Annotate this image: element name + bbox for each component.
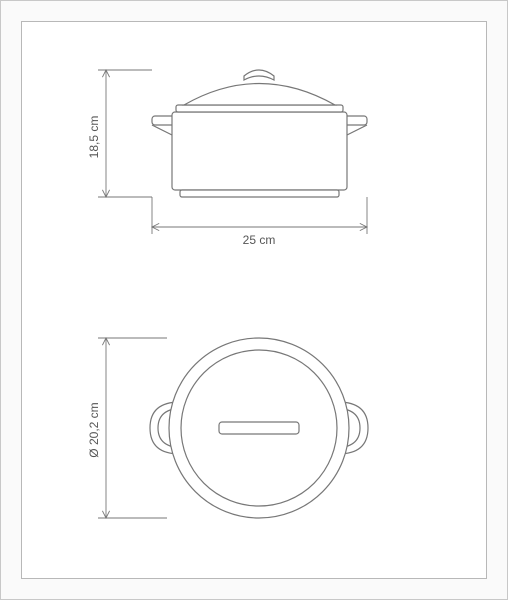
lid-knob-icon [244, 70, 274, 80]
front-view: 18,5 cm 25 cm [87, 70, 367, 247]
outer-frame: 18,5 cm 25 cm [0, 0, 508, 600]
lid-knob-bar-icon [219, 422, 299, 434]
pot-body [172, 112, 347, 190]
pot-lid-icon [176, 70, 343, 112]
top-view: Ø 20,2 cm [87, 338, 368, 518]
pot-top [150, 338, 368, 518]
dim-label-diameter: Ø 20,2 cm [87, 402, 101, 457]
drawing-canvas: 18,5 cm 25 cm [22, 22, 486, 578]
inner-frame: 18,5 cm 25 cm [21, 21, 487, 579]
pot-front [152, 70, 367, 197]
dim-label-width: 25 cm [243, 233, 276, 247]
pot-base [180, 190, 339, 197]
dim-label-height: 18,5 cm [87, 116, 101, 159]
